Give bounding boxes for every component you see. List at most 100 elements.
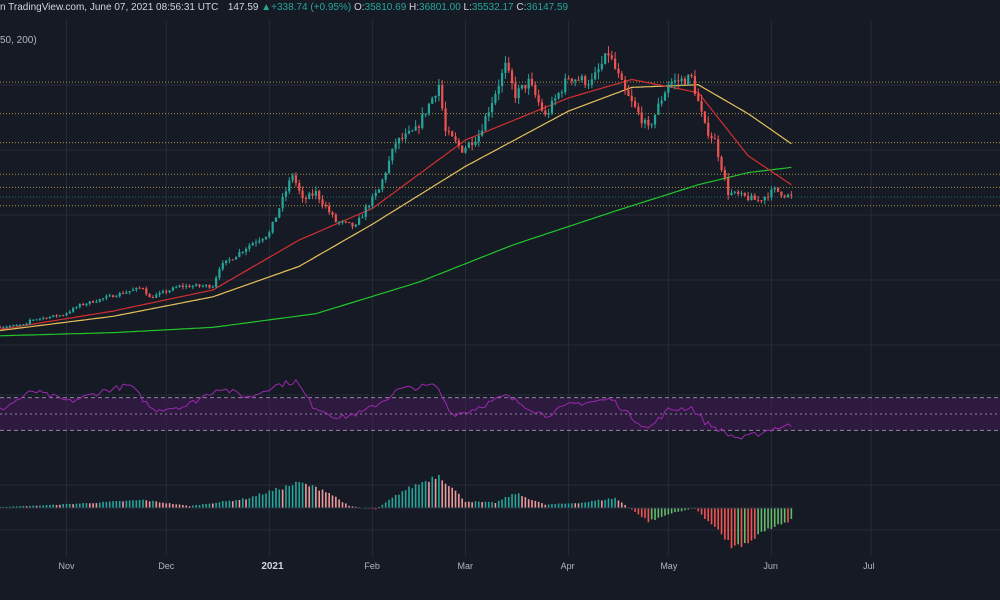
macd-bar	[248, 498, 251, 508]
candle-body	[640, 112, 643, 124]
macd-bar	[128, 500, 131, 508]
macd-bar	[315, 486, 317, 508]
macd-bar	[82, 503, 84, 508]
macd-bar	[328, 492, 330, 508]
candle-body	[311, 193, 314, 196]
candle-body	[673, 80, 677, 83]
candle-body	[574, 79, 577, 82]
candle-body	[231, 259, 234, 261]
macd-bar	[431, 476, 434, 508]
macd-bar	[557, 503, 560, 508]
candle-body	[717, 139, 720, 158]
candle-body	[5, 326, 8, 328]
macd-bar	[265, 493, 267, 508]
month-label: Jul	[863, 561, 875, 571]
macd-bar	[228, 500, 231, 508]
macd-bar	[208, 503, 211, 508]
macd-bar	[258, 493, 261, 508]
candle-body	[607, 53, 610, 56]
candle-body	[274, 217, 278, 222]
macd-bar	[79, 503, 81, 508]
macd-bar	[650, 508, 653, 520]
macd-bar	[617, 500, 620, 508]
macd-bar	[441, 480, 444, 508]
candle-body	[358, 218, 361, 225]
month-label: Feb	[364, 561, 380, 571]
moving-averages	[0, 78, 792, 337]
macd-bar	[551, 504, 553, 508]
candle-body	[32, 319, 35, 321]
candle-body	[108, 295, 111, 297]
candle-body	[547, 113, 550, 115]
candle-body	[617, 68, 620, 74]
candle-body	[720, 157, 723, 171]
candle-body	[783, 195, 786, 197]
candle-body	[268, 232, 271, 237]
macd-bar	[398, 494, 400, 508]
candle-body	[464, 147, 467, 153]
candle-body	[238, 252, 241, 257]
macd-bar	[428, 481, 430, 508]
candle-body	[181, 285, 184, 287]
candle-body	[600, 63, 603, 70]
macd-bar	[564, 503, 567, 508]
candle-body	[185, 285, 188, 287]
macd-bar	[75, 503, 78, 508]
header-change: +338.74 (+0.95%)	[271, 2, 352, 13]
candle-body	[45, 317, 48, 319]
low-label: L:	[463, 2, 472, 13]
macd-bar	[717, 508, 719, 530]
candle-body	[121, 292, 125, 294]
candle-body	[22, 324, 25, 326]
macd-bar	[391, 497, 394, 508]
candle-body	[384, 172, 387, 180]
macd-bar	[185, 505, 187, 508]
macd-bar	[461, 498, 463, 508]
candle-body	[387, 160, 391, 173]
macd-bar	[724, 508, 726, 540]
macd-bar	[581, 502, 583, 508]
macd-bar	[584, 502, 586, 508]
candle-body	[155, 294, 158, 298]
macd-bar	[404, 490, 407, 508]
macd-bar	[108, 501, 111, 508]
macd-bar	[381, 504, 384, 508]
macd-bar	[45, 505, 48, 508]
candle-body	[138, 287, 141, 289]
candle-body	[178, 285, 181, 288]
candle-body	[171, 287, 174, 291]
macd-bar	[484, 501, 487, 508]
candle-body	[248, 245, 251, 249]
candle-body	[111, 295, 115, 298]
macd-bar	[424, 480, 427, 508]
macd-bar	[434, 478, 437, 508]
macd-bar	[537, 501, 540, 508]
candle-body	[42, 317, 45, 319]
macd-bar	[478, 501, 480, 508]
candle-body	[244, 248, 248, 252]
macd-bar	[474, 501, 477, 508]
candle-body	[261, 238, 264, 241]
macd-bar	[238, 500, 241, 508]
candle-body	[424, 113, 427, 115]
macd-bar	[634, 508, 636, 512]
candle-body	[251, 243, 254, 246]
rsi-panel	[0, 379, 1000, 440]
candle-body	[757, 199, 760, 201]
candle-body	[770, 189, 773, 198]
macd-bar	[39, 505, 41, 508]
candle-body	[614, 58, 617, 69]
candle-body	[294, 175, 298, 184]
candle-body	[377, 189, 381, 193]
macd-bar	[59, 504, 61, 508]
macd-bar	[544, 504, 547, 508]
candle-body	[417, 126, 421, 128]
macd-histogram	[0, 474, 793, 549]
macd-bar	[35, 505, 38, 508]
macd-bar	[700, 508, 703, 515]
macd-bar	[541, 503, 543, 508]
candle-body	[298, 183, 301, 191]
candle-body	[101, 298, 105, 300]
candle-body	[18, 324, 22, 326]
